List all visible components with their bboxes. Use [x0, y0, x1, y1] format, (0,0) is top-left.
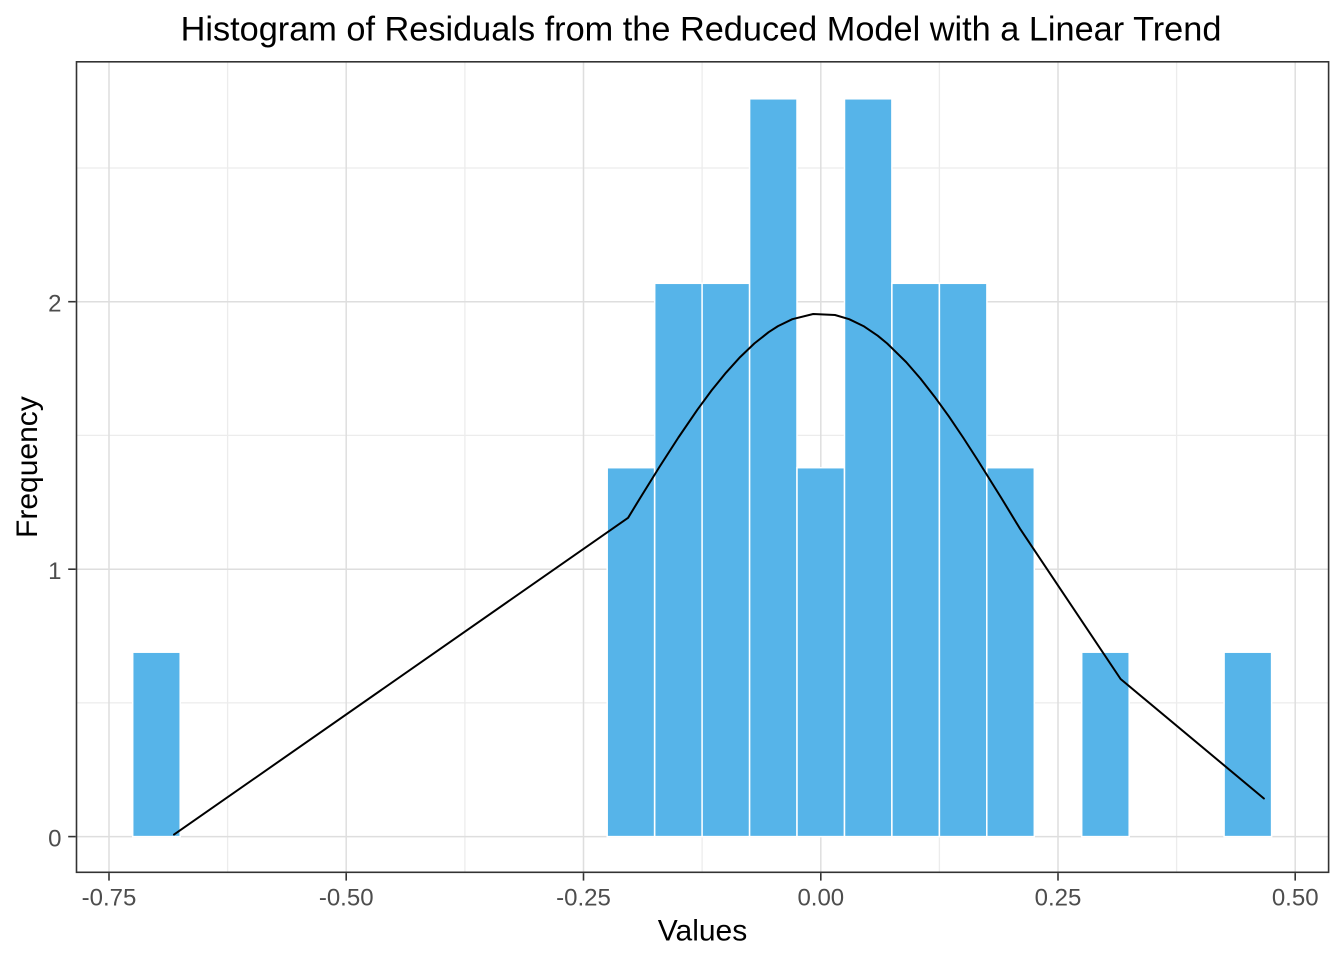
svg-text:2: 2: [48, 291, 61, 318]
svg-text:0.25: 0.25: [1035, 885, 1082, 912]
svg-text:-0.50: -0.50: [319, 885, 374, 912]
svg-text:1: 1: [48, 558, 61, 585]
svg-text:0.00: 0.00: [797, 885, 844, 912]
svg-text:Histogram of Residuals from th: Histogram of Residuals from the Reduced …: [181, 11, 1222, 49]
svg-text:0: 0: [48, 826, 61, 853]
svg-text:Frequency: Frequency: [11, 396, 44, 538]
svg-text:Values: Values: [658, 915, 748, 948]
svg-text:-0.75: -0.75: [82, 885, 137, 912]
svg-text:-0.25: -0.25: [556, 885, 611, 912]
svg-text:0.50: 0.50: [1272, 885, 1319, 912]
